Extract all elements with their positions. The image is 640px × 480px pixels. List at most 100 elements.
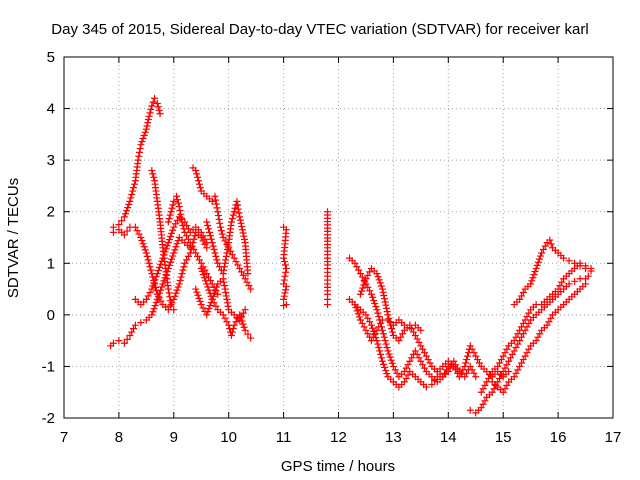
data-point-marker [501,364,509,372]
data-point-marker [208,239,216,247]
data-point-marker [129,187,137,195]
data-point-marker [503,345,511,353]
data-point-marker [457,369,465,377]
data-point-marker [150,305,158,313]
data-point-marker [381,337,389,345]
data-point-marker [582,280,590,288]
data-point-marker [194,291,202,299]
data-point-marker [508,350,516,358]
data-point-marker [525,345,533,353]
data-point-marker [527,280,535,288]
data-point-marker [535,255,543,263]
data-point-marker [238,226,246,234]
x-tick-label: 10 [220,429,237,446]
data-point-marker [183,232,191,240]
data-point-marker [584,272,592,280]
y-tick-label: -1 [42,358,55,375]
data-point-marker [214,212,222,220]
data-point-marker [466,406,474,414]
data-point-marker [169,201,177,209]
data-point-marker [181,228,189,236]
data-point-marker [281,261,289,269]
data-point-marker [402,364,410,372]
data-point-marker [519,356,527,364]
data-point-marker [234,261,242,269]
data-point-marker [157,286,165,294]
data-point-marker [154,103,162,111]
series-afternoon-c [356,264,480,381]
data-point-marker [510,347,518,355]
data-point-marker [243,278,251,286]
data-point-marker [221,259,229,267]
data-point-marker [419,361,427,369]
data-point-marker [239,271,247,279]
data-point-marker [109,339,117,347]
data-point-marker [387,356,395,364]
data-point-marker [383,344,391,352]
data-point-marker [514,330,522,338]
data-point-marker [373,306,381,314]
data-point-marker [140,243,148,251]
data-point-marker [145,259,153,267]
data-point-marker [571,277,579,285]
data-point-marker [227,218,235,226]
data-point-marker [406,324,414,332]
data-point-marker [168,204,176,212]
data-point-marker [521,352,529,360]
data-point-marker [324,301,332,309]
data-point-marker [222,292,230,300]
data-point-marker [211,192,219,200]
data-point-marker [224,302,232,310]
data-point-marker [479,400,487,408]
data-point-marker [576,262,584,270]
data-point-marker [172,289,180,297]
data-point-marker [223,318,231,326]
data-point-marker [358,319,366,327]
data-point-marker [375,276,383,284]
data-point-marker [422,352,430,360]
data-point-marker [383,308,391,316]
data-point-marker [152,287,160,295]
data-point-marker [153,99,161,107]
data-point-marker [466,342,474,350]
data-point-marker [173,240,181,248]
data-point-marker [362,326,370,334]
data-point-marker [441,369,449,377]
data-point-marker [217,227,225,235]
data-point-marker [472,373,480,381]
data-point-marker [413,350,421,358]
data-point-marker [120,339,128,347]
data-point-marker [199,271,207,279]
data-point-marker [205,228,213,236]
data-point-marker [532,264,540,272]
series-afternoon-i [488,280,590,396]
data-point-marker [378,357,386,365]
data-point-marker [379,330,387,338]
data-point-marker [193,170,201,178]
data-point-marker [213,283,221,291]
data-point-marker [176,206,184,214]
data-point-marker [155,106,163,114]
data-point-marker [223,246,231,254]
data-point-marker [501,349,509,357]
data-point-marker [461,362,469,370]
y-tick-label: 2 [47,204,55,221]
data-point-marker [177,214,185,222]
data-point-marker [180,225,188,233]
data-point-marker [193,288,201,296]
data-point-marker [196,297,204,305]
data-point-marker [369,324,377,332]
data-point-marker [281,272,289,280]
data-point-marker [171,246,179,254]
data-point-marker [404,371,412,379]
data-point-marker [582,264,590,272]
data-point-marker [205,286,213,294]
x-tick-label: 17 [605,429,622,446]
data-point-marker [376,347,384,355]
x-tick-label: 9 [170,429,178,446]
data-point-marker [203,218,211,226]
data-point-marker [247,285,255,293]
data-point-marker [536,330,544,338]
data-point-marker [118,217,126,225]
data-point-marker [399,330,407,338]
